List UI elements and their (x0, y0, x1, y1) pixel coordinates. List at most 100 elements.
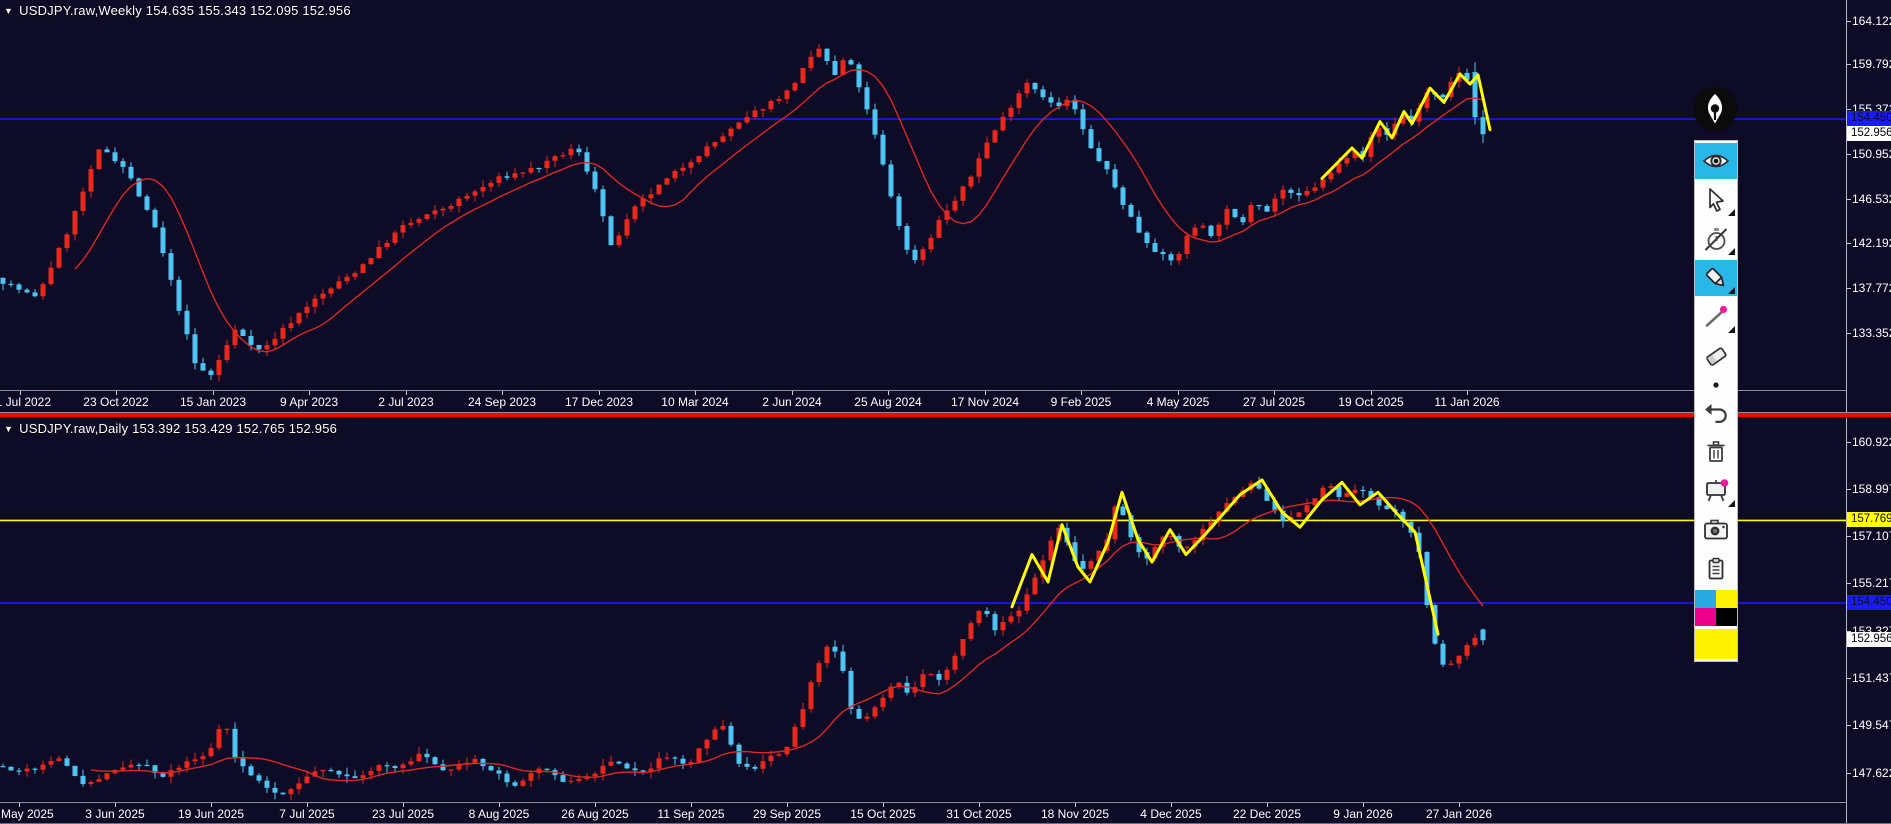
y-axis-label: 137.772 (1852, 281, 1891, 295)
x-axis-label: 4 Dec 2025 (1140, 807, 1202, 821)
x-axis-label: 23 Oct 2022 (83, 395, 149, 409)
collapse-arrow-icon[interactable]: ▼ (4, 424, 14, 434)
y-axis-tick (1847, 21, 1851, 22)
y-axis-tick (1847, 154, 1851, 155)
daily-price-axis[interactable]: 160.922158.997157.107155.217153.327151.4… (1846, 418, 1891, 823)
size-dot-indicator[interactable] (1695, 377, 1737, 393)
x-axis-label: 16 May 2025 (0, 807, 54, 821)
pink-dot (1720, 479, 1729, 488)
x-axis-tick (116, 391, 117, 395)
x-axis-tick (1467, 391, 1468, 395)
yellow-zigzag-annotation (1010, 478, 1440, 636)
pen-app-logo-icon[interactable] (1692, 86, 1738, 132)
y-axis-tick (1847, 243, 1851, 244)
current-price-tag: 152.956 (1847, 126, 1891, 141)
y-axis-label: 149.547 (1852, 718, 1891, 732)
y-axis-tick (1847, 536, 1851, 537)
window-separator[interactable] (0, 412, 1891, 418)
y-axis-label: 155.217 (1852, 576, 1891, 590)
pen-icon (1705, 267, 1725, 287)
x-axis-tick (1371, 391, 1372, 395)
clipboard-tool-button[interactable] (1695, 551, 1737, 587)
daily-candlestick-canvas[interactable] (0, 418, 1846, 802)
palette-magenta[interactable] (1695, 608, 1716, 627)
y-axis-tick (1847, 64, 1851, 65)
eraser-tool-button[interactable] (1695, 338, 1737, 374)
weekly-candlestick-canvas[interactable] (0, 0, 1846, 390)
x-axis-tick (1267, 803, 1268, 807)
x-axis-tick (595, 803, 596, 807)
weekly-title-text: USDJPY.raw,Weekly 154.635 155.343 152.09… (19, 3, 351, 18)
x-axis-label: 23 Jul 2025 (371, 807, 435, 821)
x-axis-tick (406, 391, 407, 395)
palette-black[interactable] (1716, 608, 1737, 627)
palette-cyan[interactable] (1695, 590, 1716, 609)
x-axis-label: 7 Jul 2025 (279, 807, 335, 821)
pen-tool-button[interactable] (1695, 259, 1737, 296)
color-palette (1695, 590, 1737, 627)
undo-button[interactable] (1695, 395, 1737, 431)
weekly-time-axis[interactable]: 31 Jul 2022 23 Oct 2022 15 Jan 2023 9 Apr 2… (0, 390, 1846, 412)
x-axis-label: 17 Dec 2023 (564, 395, 634, 409)
dot-icon (1713, 381, 1719, 388)
x-axis-label: 3 Jun 2025 (85, 807, 145, 821)
x-axis-tick (1363, 803, 1364, 807)
x-axis-tick (691, 803, 692, 807)
daily-title-text: USDJPY.raw,Daily 153.392 153.429 152.765… (19, 421, 338, 436)
x-axis-label: 15 Oct 2025 (850, 807, 916, 821)
x-axis-tick (599, 391, 600, 395)
x-axis-label: 19 Oct 2025 (1338, 395, 1404, 409)
visibility-toggle-button[interactable] (1695, 143, 1737, 179)
x-axis-tick (787, 803, 788, 807)
x-axis-tick (979, 803, 980, 807)
current-color-swatch[interactable] (1695, 628, 1737, 659)
x-axis-tick (403, 803, 404, 807)
x-axis-tick (1081, 391, 1082, 395)
hline-price-tag: 154.450 (1847, 595, 1891, 610)
chart-window-daily[interactable]: 160.922158.997157.107155.217153.327151.4… (0, 418, 1891, 824)
weekly-chart-title: ▼ USDJPY.raw,Weekly 154.635 155.343 152.0… (4, 3, 351, 18)
x-axis-tick (20, 391, 21, 395)
yellow-zigzag-annotation (1320, 72, 1492, 180)
hline-price-tag: 154.450 (1847, 111, 1891, 126)
x-axis-label: 17 Nov 2024 (950, 395, 1020, 409)
x-axis-tick (309, 391, 310, 395)
annotation-toolbar (1694, 140, 1738, 662)
daily-chart-title: ▼ USDJPY.raw,Daily 153.392 153.429 152.76… (4, 421, 337, 436)
palette-yellow[interactable] (1716, 590, 1737, 609)
whiteboard-tool-button[interactable] (1695, 473, 1737, 509)
stopwatch-off-icon (1704, 227, 1728, 251)
timer-tool-button[interactable] (1695, 221, 1737, 257)
y-axis-label: 157.107 (1852, 529, 1891, 543)
x-axis-label: 4 May 2025 (1146, 395, 1210, 409)
x-axis-label: 9 Feb 2025 (1050, 395, 1112, 409)
x-axis-tick (307, 803, 308, 807)
x-axis-tick (1075, 803, 1076, 807)
x-axis-tick (888, 391, 889, 395)
y-axis-label: 151.437 (1852, 671, 1891, 685)
chart-window-weekly[interactable]: 164.122159.792155.372150.952146.532142.1… (0, 0, 1891, 412)
x-axis-tick (1171, 803, 1172, 807)
y-axis-tick (1847, 442, 1851, 443)
x-axis-tick (695, 391, 696, 395)
y-axis-tick (1847, 773, 1851, 774)
weekly-price-axis[interactable]: 164.122159.792155.372150.952146.532142.1… (1846, 0, 1891, 412)
x-axis-label: 11 Jan 2026 (1434, 395, 1500, 409)
whiteboard-icon (1706, 479, 1729, 502)
daily-time-axis[interactable]: 16 May 2025 3 Jun 2025 19 Jun 2025 7 Jul 20… (0, 802, 1846, 823)
x-axis-label: 15 Jan 2023 (179, 395, 247, 409)
line-icon (1705, 305, 1728, 327)
x-axis-label: 18 Nov 2025 (1040, 807, 1110, 821)
x-axis-tick (115, 803, 116, 807)
line-tool-button[interactable] (1695, 299, 1737, 335)
x-axis-tick (1178, 391, 1179, 395)
collapse-arrow-icon[interactable]: ▼ (4, 6, 14, 16)
ma-line (74, 68, 1484, 353)
cursor-tool-button[interactable] (1695, 182, 1737, 218)
ma-line (90, 497, 1484, 782)
x-axis-label: 19 Jun 2025 (177, 807, 245, 821)
screenshot-tool-button[interactable] (1695, 512, 1737, 548)
y-axis-tick (1847, 678, 1851, 679)
y-axis-label: 158.997 (1852, 482, 1891, 496)
clear-all-button[interactable] (1695, 434, 1737, 470)
